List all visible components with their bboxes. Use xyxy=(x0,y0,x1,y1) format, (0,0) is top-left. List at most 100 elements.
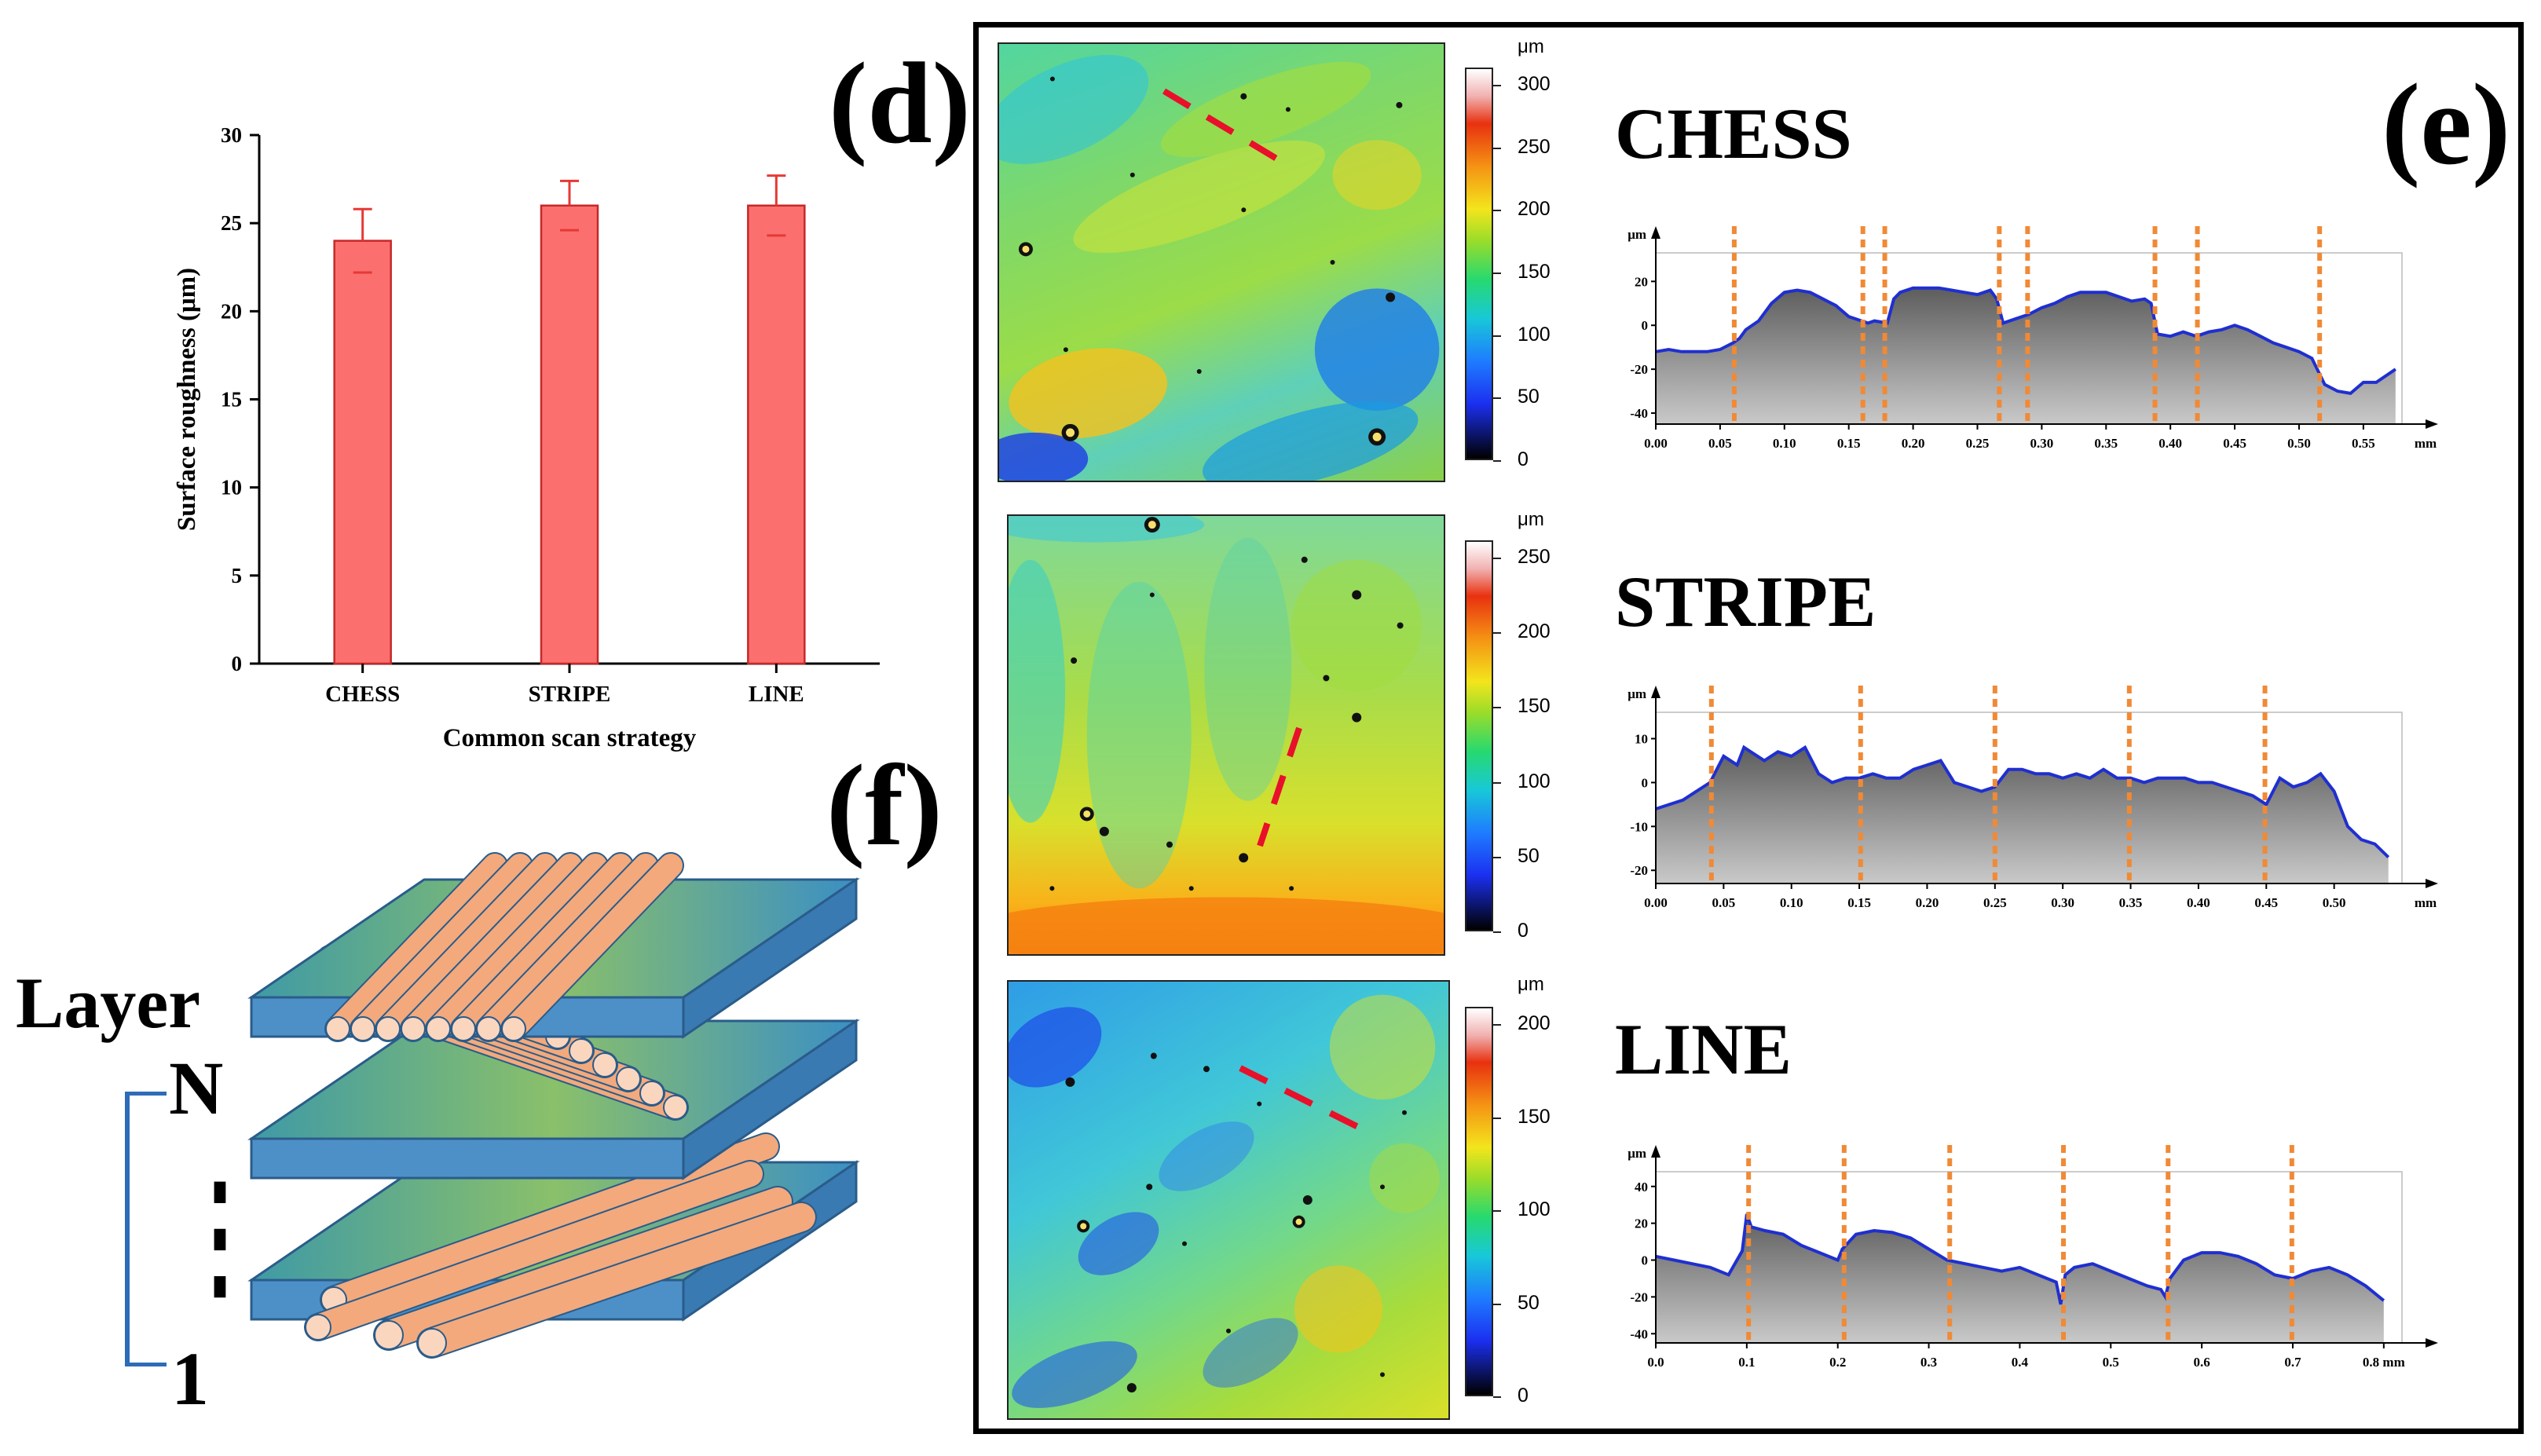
colorbar-tick xyxy=(1493,707,1501,709)
profile-area xyxy=(1656,1213,2384,1343)
x-tick-label: 0.25 xyxy=(1966,436,1990,451)
colorbar-tick-label: 100 xyxy=(1518,770,1551,792)
colorbar-chess xyxy=(1465,68,1493,460)
scan-track-end xyxy=(569,1038,594,1063)
scan-track xyxy=(502,854,683,1041)
x-tick-label: 0.10 xyxy=(1780,895,1803,910)
scan-track xyxy=(306,1162,763,1340)
colorbar-tick-label: 200 xyxy=(1518,620,1551,643)
y-tick-label: -10 xyxy=(1630,819,1648,834)
x-tick-label: 0.10 xyxy=(1773,436,1796,451)
x-axis-arrow xyxy=(2426,1338,2438,1348)
scan-track xyxy=(452,854,632,1041)
pore-center xyxy=(1083,810,1091,818)
x-tick-label: 0.45 xyxy=(2254,895,2278,910)
scan-track-end xyxy=(501,1016,526,1041)
y-unit: μm xyxy=(1627,227,1646,242)
colorbar-tick-label: 100 xyxy=(1518,323,1551,346)
x-tick-label: 0.1 xyxy=(1738,1355,1755,1370)
pore xyxy=(1323,675,1330,682)
colorbar-tick xyxy=(1493,460,1501,462)
pore xyxy=(1330,260,1335,265)
pore xyxy=(1352,712,1362,723)
height-map-stripe xyxy=(1007,514,1445,956)
pore xyxy=(1396,101,1403,108)
profile-path xyxy=(1162,88,1284,165)
x-tick-label: 0.00 xyxy=(1644,895,1668,910)
height-region xyxy=(1203,401,1419,481)
pore xyxy=(1285,107,1291,112)
height-region xyxy=(1009,1007,1102,1088)
height-region xyxy=(1009,516,1205,543)
scan-track xyxy=(418,1203,815,1357)
pore-center xyxy=(1148,521,1156,529)
y-tick-label: -20 xyxy=(1630,362,1648,377)
x-tick-label: 0.05 xyxy=(1708,436,1732,451)
colorbar-tick xyxy=(1493,1210,1501,1212)
x-tick-label: 0.40 xyxy=(2187,895,2210,910)
x-tick-label: 0.2 xyxy=(1829,1355,1846,1370)
x-tick-label: 0.8 mm xyxy=(2363,1355,2405,1370)
bar-chess xyxy=(333,240,392,665)
pore xyxy=(1146,1183,1153,1191)
x-tick-label: 0.15 xyxy=(1837,436,1861,451)
layer-label: Layer xyxy=(16,963,201,1043)
scan-track-end xyxy=(325,1016,350,1041)
profile-chart-stripe: μm 10 0 -10 -20 0.00 0.05 0.10 0.15 0.20 0.25 0.30 0… xyxy=(1627,686,2438,910)
colorbar-tick-label: 250 xyxy=(1518,135,1551,158)
bar-chart: 0 5 10 15 20 25 30 CHESS STRIPE LINE Common scan s… xyxy=(173,123,880,752)
y-tick-label: 20 xyxy=(1635,274,1648,289)
pore xyxy=(1289,886,1294,891)
y-axis-arrow xyxy=(1651,1145,1660,1158)
plate-middle-front xyxy=(250,1137,685,1180)
pore xyxy=(1380,1184,1385,1190)
pore xyxy=(1130,172,1135,177)
y-unit: μm xyxy=(1627,686,1646,701)
x-tick-label: 0.20 xyxy=(1902,436,1925,451)
profile-path xyxy=(1239,1065,1360,1130)
x-tick-label: STRIPE xyxy=(529,682,611,707)
pore-center xyxy=(1372,432,1382,441)
height-region xyxy=(1332,140,1422,210)
height-region xyxy=(1160,61,1371,158)
y-tick-label: 40 xyxy=(1635,1180,1648,1194)
colorbar-tick xyxy=(1493,1117,1501,1119)
colorbar-tick xyxy=(1493,85,1501,86)
y-tick-label: 20 xyxy=(1635,1216,1648,1231)
x-tick-label: CHESS xyxy=(325,682,400,707)
height-map-chess xyxy=(998,42,1445,482)
x-tick-label: LINE xyxy=(749,682,804,707)
y-tick-label: 25 xyxy=(221,211,242,235)
pore xyxy=(1150,1052,1157,1059)
colorbar-tick-label: 50 xyxy=(1518,1291,1540,1314)
pore xyxy=(1203,1066,1210,1073)
colorbar-stripe xyxy=(1465,540,1493,931)
x-tick-label: 0.15 xyxy=(1847,895,1871,910)
colorbar-tick xyxy=(1493,335,1501,337)
scan-track-end xyxy=(417,1328,447,1358)
height-region xyxy=(1203,1318,1298,1388)
x-tick-label: 0.7 xyxy=(2284,1355,2301,1370)
scan-track xyxy=(376,854,557,1041)
colorbar-tick xyxy=(1493,147,1501,149)
layer-dots: ⋮ xyxy=(177,1159,263,1313)
layer-1-label: 1 xyxy=(171,1337,209,1421)
colorbar-tick xyxy=(1493,1303,1501,1305)
x-unit: mm xyxy=(2415,436,2437,451)
height-region xyxy=(999,432,1089,481)
height-region xyxy=(1073,141,1325,254)
scan-track-end xyxy=(663,1095,688,1120)
pore-center xyxy=(1080,1223,1087,1230)
colorbar-tick-label: 250 xyxy=(1518,546,1551,568)
panel-label-e: (e) xyxy=(2382,60,2511,189)
height-region xyxy=(1009,559,1066,823)
panel-label-d: (d) xyxy=(829,39,971,168)
height-region xyxy=(1369,1143,1440,1213)
colorbar-tick-label: 50 xyxy=(1518,386,1540,408)
colorbar-tick-label: 0 xyxy=(1518,920,1529,942)
height-region xyxy=(1009,348,1167,439)
profile-area xyxy=(1656,287,2396,424)
height-region xyxy=(1329,994,1436,1100)
height-map-texture xyxy=(1009,516,1444,954)
plate-middle-side xyxy=(682,1019,858,1180)
